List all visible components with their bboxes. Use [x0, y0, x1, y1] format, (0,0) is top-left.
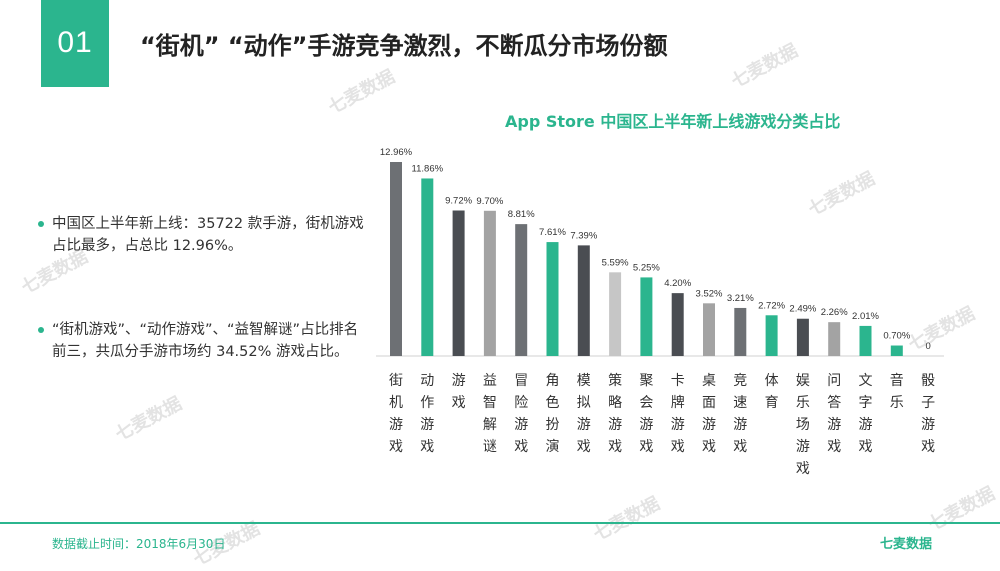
bullet-item: 中国区上半年新上线：35722 款手游，街机游戏占比最多，占总比 12.96%。	[38, 213, 367, 257]
bar	[890, 345, 903, 356]
footer-note: 数据截止时间：2018年6月30日	[52, 537, 226, 551]
category-label: 问答游戏	[827, 373, 841, 455]
bar	[765, 315, 778, 356]
category-label: 益智解谜	[483, 373, 497, 455]
bullet-dot	[38, 327, 44, 333]
footer-divider	[0, 522, 1000, 524]
slide-number-block: 01	[41, 0, 109, 87]
slide-title: “街机” “动作”手游竞争激烈，不断瓜分市场份额	[140, 32, 668, 60]
category-label: 策略游戏	[608, 372, 622, 455]
category-label: 文字游戏	[859, 373, 873, 455]
data-label: 9.70%	[476, 196, 503, 207]
category-label: 冒险游戏	[514, 373, 528, 455]
category-label: 动作游戏	[420, 373, 434, 455]
category-label: 桌面游戏	[702, 373, 716, 455]
category-label: 模拟游戏	[577, 373, 591, 455]
slide-number: 01	[57, 25, 93, 59]
data-label: 7.39%	[570, 230, 597, 241]
category-label: 聚会游戏	[639, 373, 653, 455]
brand-logo: 七麦数据	[880, 537, 933, 552]
data-label: 12.96%	[380, 147, 413, 158]
bar	[452, 210, 465, 356]
bar	[515, 224, 528, 356]
category-label: 骰子游戏	[921, 373, 935, 455]
bar	[483, 210, 496, 356]
bar	[828, 322, 841, 356]
data-label: 5.25%	[633, 262, 660, 273]
category-label: 角色扮演	[546, 373, 560, 455]
data-label: 7.61%	[539, 227, 566, 238]
data-label: 2.26%	[821, 307, 848, 318]
bar	[734, 307, 747, 356]
data-label: 5.59%	[602, 257, 629, 268]
category-label: 竞速游戏	[733, 372, 747, 455]
data-label: 9.72%	[445, 196, 472, 207]
bar	[546, 242, 559, 356]
data-label: 0.70%	[883, 331, 910, 342]
bar	[796, 318, 809, 356]
bullet-text: “街机游戏”、“动作游戏”、“益智解谜”占比排名前三，共瓜分手游市场约 34.5…	[52, 322, 359, 360]
data-label: 2.01%	[852, 311, 879, 322]
bullet-item: “街机游戏”、“动作游戏”、“益智解谜”占比排名前三，共瓜分手游市场约 34.5…	[38, 319, 367, 363]
data-label: 0	[925, 341, 930, 352]
bar	[859, 325, 872, 356]
bullet-dot	[38, 221, 44, 227]
bar	[577, 245, 590, 356]
data-label: 3.21%	[727, 293, 754, 304]
category-label: 游戏	[452, 373, 466, 411]
category-label: 卡牌游戏	[671, 373, 685, 455]
data-label: 8.81%	[508, 209, 535, 220]
bullet-text: 中国区上半年新上线：35722 款手游，街机游戏占比最多，占总比 12.96%。	[52, 216, 364, 254]
data-label: 3.52%	[696, 288, 723, 299]
category-label: 音乐	[890, 372, 904, 411]
chart-title: App Store 中国区上半年新上线游戏分类占比	[505, 112, 841, 131]
bar	[703, 303, 715, 356]
bar	[640, 277, 653, 356]
bar	[609, 272, 622, 356]
data-label: 11.86%	[412, 163, 444, 174]
bar	[421, 178, 434, 356]
data-label: 2.72%	[758, 300, 785, 311]
data-label: 2.49%	[789, 304, 816, 315]
data-label: 4.20%	[664, 278, 691, 289]
bar	[390, 162, 402, 356]
category-label: 体育	[765, 373, 779, 411]
category-label: 娱乐场游戏	[796, 373, 810, 477]
category-label: 街机游戏	[389, 373, 403, 455]
bar	[671, 293, 684, 356]
